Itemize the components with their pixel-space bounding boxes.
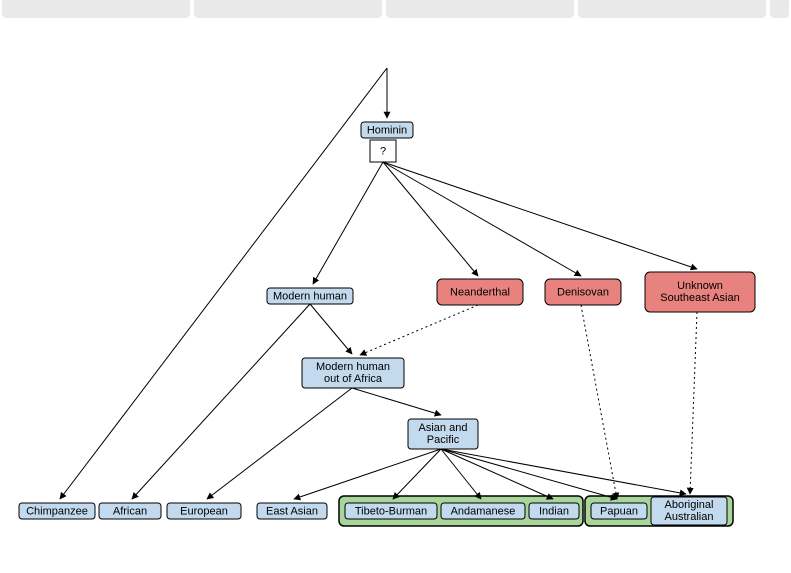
phylogeny-diagram: Hominin? Modern human Neanderthal Denisovan… bbox=[0, 0, 791, 573]
edge-ooa-asianpac bbox=[352, 388, 441, 415]
node-label-papuan: Papuan bbox=[600, 505, 638, 517]
edge-dotted-denisovan-papuan bbox=[581, 305, 617, 499]
node-label-neanderthal: Neanderthal bbox=[450, 286, 510, 298]
node-label-european: European bbox=[180, 505, 228, 517]
node-label-question: ? bbox=[380, 145, 386, 157]
node-label-ooa: Modern human bbox=[316, 361, 390, 373]
node-label-chimp: Chimpanzee bbox=[26, 505, 88, 517]
edge-asianpac-tibeto bbox=[393, 449, 441, 499]
node-label-aboriginal: Aboriginal bbox=[665, 499, 714, 511]
node-label-hominin: Hominin bbox=[367, 124, 407, 136]
edge-origin-chimp bbox=[60, 68, 387, 499]
node-label-unknown: Southeast Asian bbox=[660, 292, 740, 304]
edge-question-modern bbox=[313, 162, 383, 284]
node-label-asianpac: Asian and bbox=[419, 422, 468, 434]
node-label-modern: Modern human bbox=[273, 290, 347, 302]
edge-question-neanderthal bbox=[383, 162, 478, 276]
edge-ooa-european bbox=[207, 388, 352, 499]
edge-asianpac-papuan bbox=[441, 449, 617, 499]
edge-modern-ooa bbox=[310, 304, 352, 354]
node-label-denisovan: Denisovan bbox=[557, 286, 609, 298]
edge-asianpac-aboriginal bbox=[441, 449, 686, 494]
edge-asianpac-andaman bbox=[441, 449, 481, 499]
node-label-aboriginal: Australian bbox=[665, 511, 714, 523]
edge-dotted-neanderthal-ooa bbox=[360, 305, 478, 355]
node-label-african: African bbox=[113, 505, 147, 517]
node-label-tibeto: Tibeto-Burman bbox=[355, 505, 427, 517]
edge-asianpac-indian bbox=[441, 449, 553, 499]
node-label-ooa: out of Africa bbox=[324, 373, 383, 385]
node-label-andaman: Andamanese bbox=[451, 505, 516, 517]
node-label-unknown: Unknown bbox=[677, 280, 723, 292]
node-label-eastasian: East Asian bbox=[266, 505, 318, 517]
edge-asianpac-eastasian bbox=[294, 449, 441, 499]
edge-modern-african bbox=[132, 304, 310, 499]
node-label-asianpac: Pacific bbox=[427, 434, 460, 446]
edge-dotted-unknown-aboriginal bbox=[690, 312, 697, 494]
node-label-indian: Indian bbox=[539, 505, 569, 517]
